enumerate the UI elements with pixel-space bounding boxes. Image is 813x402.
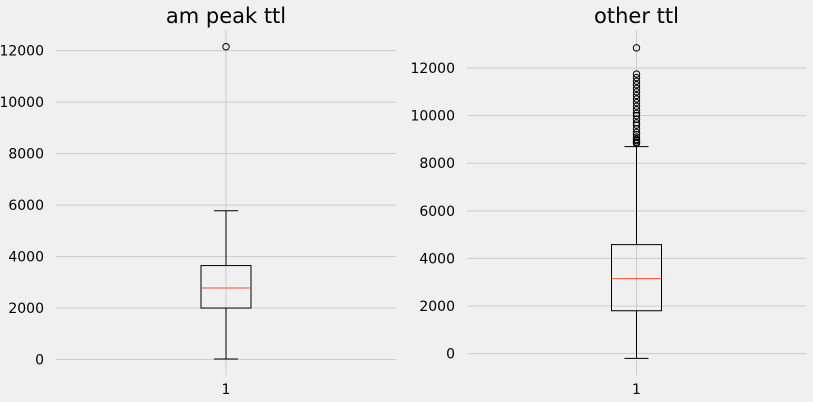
x-tick-label: 1 (222, 382, 231, 398)
panel-title: am peak ttl (166, 4, 286, 28)
panel-other-ttl: other ttl 0 2000 4000 6000 8000 10000 12000 1 (410, 4, 806, 398)
y-tick-labels: 0 2000 4000 6000 8000 10000 12000 (410, 61, 455, 363)
outlier-point (632, 128, 641, 137)
box-iqr (200, 265, 252, 309)
y-tick-label: 8000 (8, 147, 44, 163)
x-tick-label: 1 (632, 382, 641, 398)
outliers (222, 43, 230, 51)
outlier-point (632, 109, 641, 117)
y-tick-label: 2000 (8, 301, 44, 317)
panel-am-peak-ttl: am peak ttl 0 2000 4000 6000 8000 10000 12000 1 (0, 4, 396, 398)
outlier-point (632, 95, 641, 103)
outlier-point (632, 119, 641, 127)
outlier-point (632, 70, 641, 78)
outlier-point (632, 135, 641, 144)
panel-title: other ttl (594, 4, 679, 28)
y-tick-label: 10000 (410, 109, 455, 125)
y-tick-labels: 0 2000 4000 6000 8000 10000 12000 (0, 44, 44, 369)
outlier-point (632, 102, 641, 110)
y-tick-label: 10000 (0, 95, 44, 111)
outlier-point (632, 44, 641, 52)
box-iqr (611, 244, 662, 312)
outlier-point (632, 91, 641, 100)
y-tick-label: 4000 (419, 251, 455, 267)
outliers (632, 44, 641, 148)
outlier-point (632, 88, 641, 96)
outlier-point (222, 43, 230, 51)
y-tick-label: 4000 (8, 250, 44, 266)
y-tick-label: 2000 (419, 299, 455, 315)
y-tick-label: 12000 (410, 61, 455, 77)
y-tick-label: 0 (35, 353, 44, 369)
outlier-point (632, 84, 641, 92)
boxplot (200, 210, 252, 360)
x-tick-labels: 1 (222, 382, 231, 398)
y-tick-label: 6000 (8, 198, 44, 214)
y-tick-label: 6000 (419, 204, 455, 220)
outlier-point (632, 106, 641, 114)
boxplot (611, 146, 662, 359)
outlier-point (632, 77, 641, 85)
outlier-point (632, 81, 641, 89)
outlier-point (632, 98, 641, 107)
x-tick-labels: 1 (632, 382, 641, 398)
outlier-point (632, 133, 641, 141)
y-tick-label: 12000 (0, 44, 44, 60)
outlier-point (632, 73, 641, 82)
y-tick-label: 8000 (419, 156, 455, 172)
y-tick-label: 0 (446, 347, 455, 363)
